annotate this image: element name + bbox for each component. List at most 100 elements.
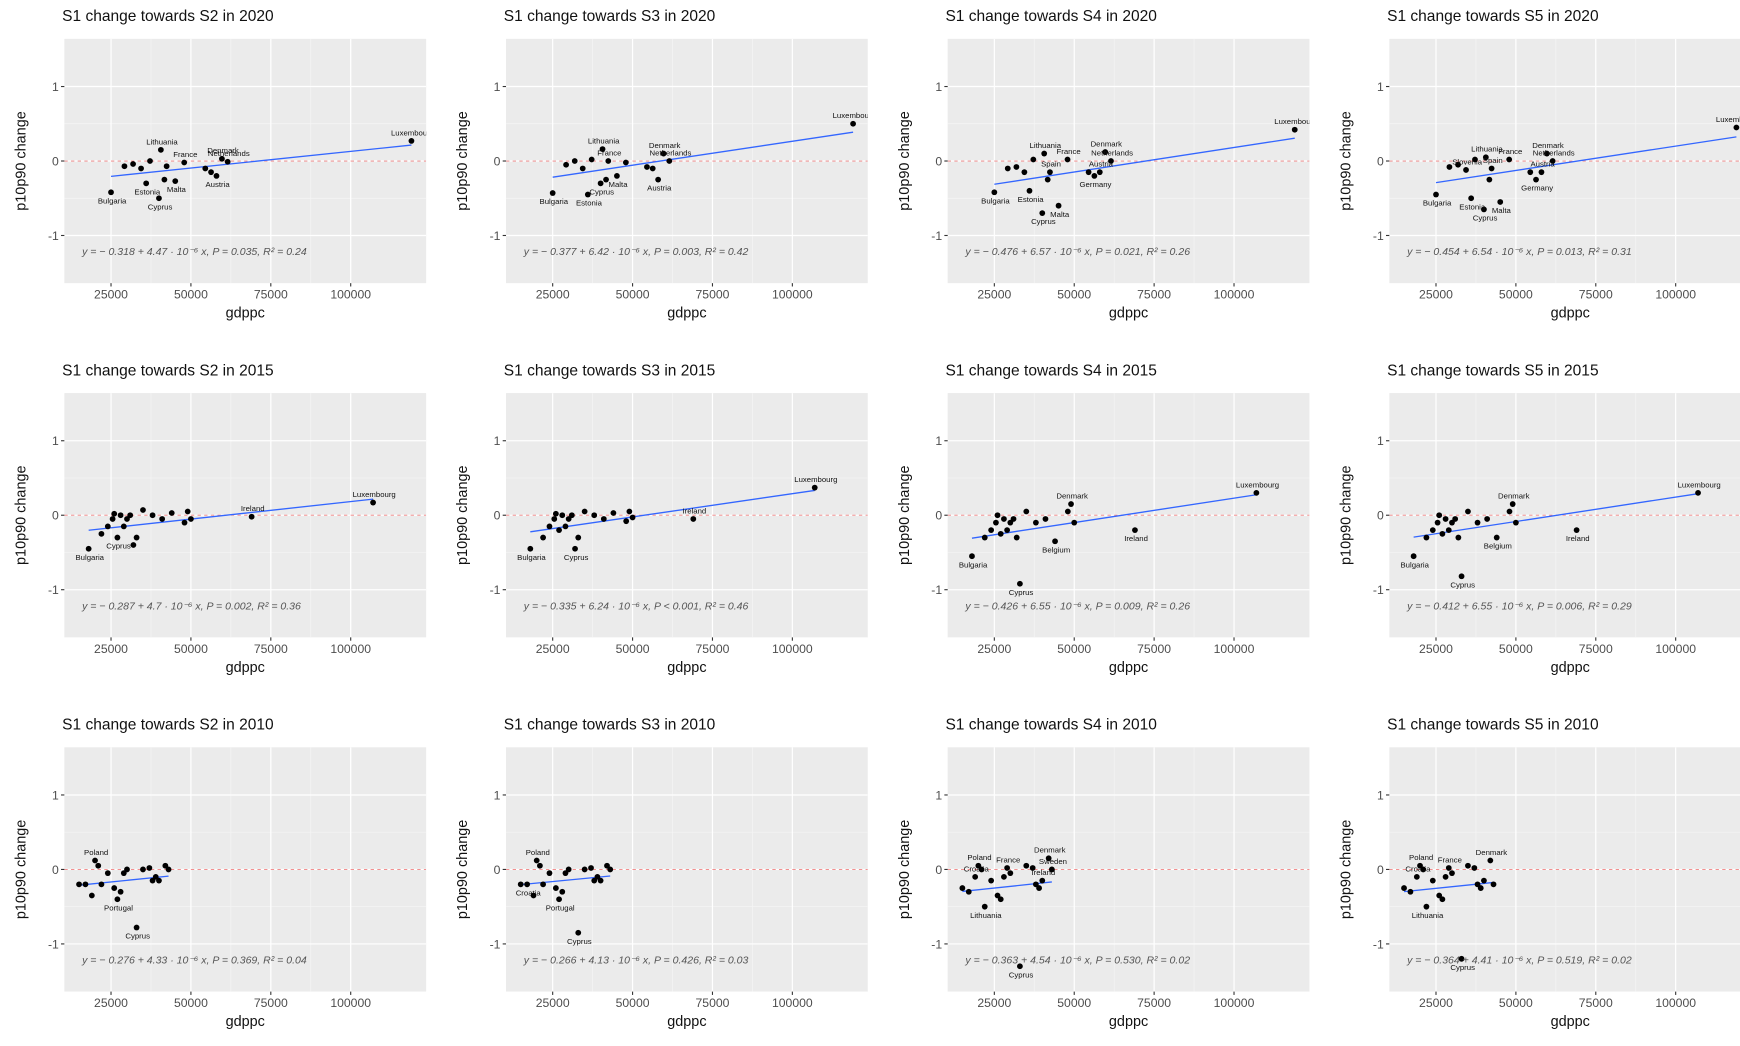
plot-area: Croatia Poland Lithuania France Cyprus Denmar… — [1389, 747, 1740, 992]
chart-title: S1 change towards S5 in 2020 — [1387, 8, 1599, 25]
annotation: y = − 0.412 + 6.55 · 10⁻⁶ x, P = 0.006, … — [1406, 600, 1632, 612]
point-label: Cyprus — [148, 202, 173, 211]
point — [1010, 516, 1017, 522]
x-tick-label: 50000 — [1499, 996, 1533, 1010]
x-tick-label: 50000 — [1057, 996, 1091, 1010]
x-tick-label: 50000 — [174, 996, 208, 1010]
point — [988, 877, 995, 884]
point — [117, 512, 124, 519]
annotation: y = − 0.454 + 6.54 · 10⁻⁶ x, P = 0.013, … — [1406, 246, 1632, 258]
plot-area: Croatia Poland Portugal Cyprus — [506, 747, 868, 992]
y-axis-label: p10p90 change — [14, 465, 30, 564]
y-tick-label: -1 — [931, 583, 942, 597]
x-tick-label: 75000 — [1579, 642, 1613, 656]
point-label: Lithuania — [1471, 145, 1503, 154]
point — [1253, 489, 1260, 496]
point — [146, 865, 153, 871]
x-axis-label: gdppc — [226, 660, 265, 676]
point — [1036, 885, 1042, 891]
point — [660, 150, 667, 157]
point — [533, 857, 540, 864]
point — [1439, 896, 1446, 903]
point-label: Luxembourg — [1236, 480, 1279, 489]
x-tick-label: 25000 — [94, 288, 128, 302]
y-tick-label: 1 — [1377, 788, 1384, 802]
point — [1023, 862, 1030, 869]
annotation: y = − 0.266 + 4.13 · 10⁻⁶ x, P = 0.426, … — [523, 955, 749, 967]
point — [1482, 154, 1489, 161]
x-tick-label: 75000 — [1137, 996, 1171, 1010]
point — [551, 516, 558, 522]
x-tick-label: 50000 — [174, 642, 208, 656]
plot-area: Bulgaria Cyprus Belgium Denmark Ireland Luxem… — [1389, 393, 1740, 638]
x-tick-label: 25000 — [977, 996, 1011, 1010]
point — [1007, 870, 1014, 877]
point — [1533, 176, 1539, 183]
point — [1463, 167, 1469, 173]
x-tick-label: 100000 — [772, 996, 813, 1010]
point — [1291, 126, 1298, 133]
point — [1490, 881, 1497, 888]
x-tick-label: 100000 — [1655, 288, 1696, 302]
x-tick-label: 25000 — [1419, 288, 1453, 302]
point-label: Luxembourg — [1274, 117, 1317, 126]
y-tick-label: -1 — [48, 229, 59, 243]
point — [140, 507, 146, 513]
point-label: Bulgaria — [540, 197, 569, 206]
y-tick-label: 0 — [1377, 154, 1384, 168]
y-tick-label: 0 — [935, 863, 942, 877]
annotation: y = − 0.335 + 6.24 · 10⁻⁶ x, P < 0.001, … — [523, 600, 749, 612]
annotation: y = − 0.364 + 4.41 · 10⁻⁶ x, P = 0.519, … — [1406, 955, 1632, 967]
point — [130, 161, 136, 167]
point — [1041, 150, 1048, 157]
point — [993, 519, 999, 526]
x-tick-label: 100000 — [1214, 642, 1255, 656]
point-label: Denmark — [1034, 846, 1066, 855]
annotation: y = − 0.363 + 4.54 · 10⁻⁶ x, P = 0.530, … — [964, 955, 1190, 967]
point-label: Estonia — [1459, 202, 1486, 211]
point-label: Bulgaria — [959, 560, 988, 569]
point — [1445, 527, 1452, 534]
point — [1449, 870, 1455, 877]
x-tick-label: 25000 — [1419, 996, 1453, 1010]
y-axis-label: p10p90 change — [897, 820, 913, 919]
point-label: Luxembourg — [1716, 115, 1740, 124]
point-label: Austria — [1089, 160, 1114, 169]
point-label: Poland — [1409, 853, 1433, 862]
point — [1527, 169, 1534, 176]
x-axis-label: gdppc — [1109, 660, 1148, 676]
point — [88, 892, 95, 899]
point-label: Denmark — [1056, 492, 1088, 501]
chart-title: S1 change towards S2 in 2010 — [62, 717, 274, 734]
point-label: Netherlands — [208, 149, 250, 158]
point — [655, 176, 662, 183]
trend-line — [552, 131, 854, 178]
point — [1055, 202, 1062, 209]
point — [988, 527, 995, 534]
point — [959, 885, 966, 891]
x-tick-label: 100000 — [1655, 996, 1696, 1010]
point — [1423, 903, 1430, 910]
point-label: Netherlands — [650, 148, 692, 157]
point — [1108, 158, 1114, 164]
point — [1071, 519, 1078, 526]
point-label: Croatia — [1405, 864, 1431, 873]
point — [114, 534, 121, 541]
x-tick-label: 50000 — [616, 996, 650, 1010]
y-tick-label: -1 — [1373, 583, 1384, 597]
point-label: Croatia — [516, 888, 542, 897]
point — [1472, 156, 1478, 163]
point — [599, 146, 606, 152]
x-tick-label: 100000 — [330, 288, 371, 302]
x-tick-label: 75000 — [696, 996, 730, 1010]
chart-title: S1 change towards S4 in 2015 — [945, 362, 1156, 379]
point-label: France — [597, 148, 621, 157]
point — [1733, 124, 1740, 131]
point-label: Malta — [167, 185, 187, 194]
point — [1434, 519, 1441, 526]
point — [972, 874, 979, 880]
trend-line — [1435, 136, 1737, 184]
